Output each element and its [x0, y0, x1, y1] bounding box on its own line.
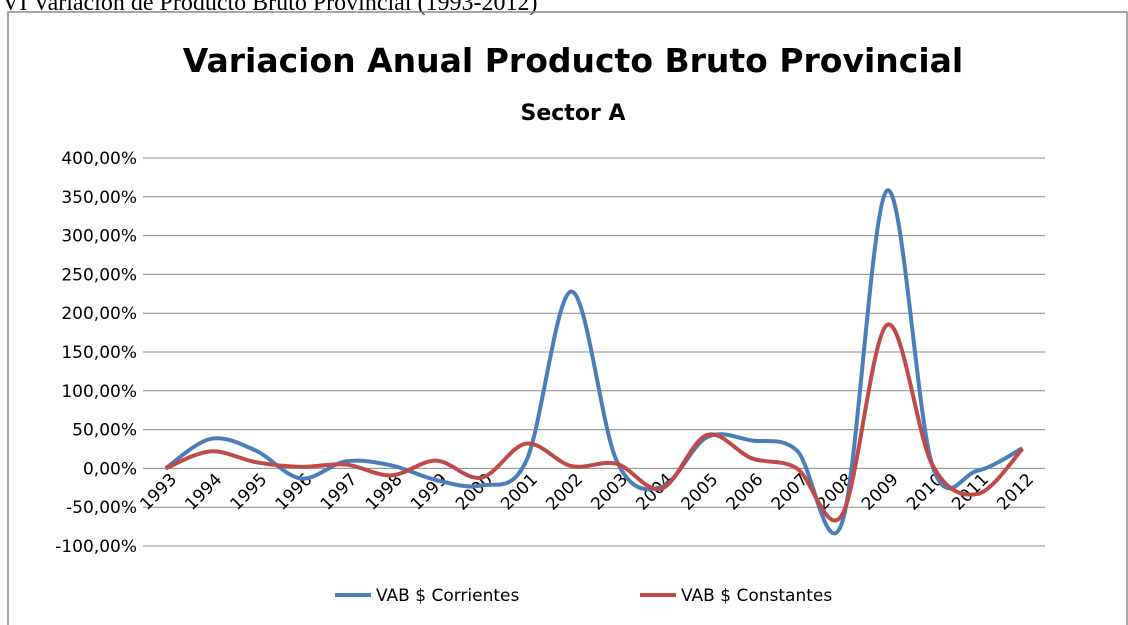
- x-tick-label: 2002: [542, 470, 587, 515]
- y-tick-label: 400,00%: [61, 149, 137, 169]
- y-tick-label: 300,00%: [61, 227, 137, 247]
- caption: VI Variacion de Producto Bruto Provincia…: [2, 0, 537, 16]
- chart-border: [7, 11, 1128, 625]
- series-line: [164, 322, 1024, 523]
- y-tick-label: -50,00%: [66, 498, 137, 518]
- x-tick-label: 2001: [497, 470, 542, 515]
- y-tick-label: 100,00%: [61, 382, 137, 402]
- y-tick-label: 50,00%: [72, 421, 137, 441]
- x-tick-label: 1995: [227, 470, 272, 515]
- x-tick-label: 1993: [136, 470, 181, 515]
- x-tick-label: 2009: [858, 470, 903, 515]
- chart-subtitle: Sector A: [521, 101, 626, 126]
- series-line: [164, 188, 1024, 536]
- x-tick-label: 2005: [678, 470, 723, 515]
- x-tick-label: 1994: [181, 470, 226, 515]
- x-tick-label: 2004: [632, 470, 677, 515]
- y-tick-label: 350,00%: [61, 188, 137, 208]
- chart-title: Variacion Anual Producto Bruto Provincia…: [183, 41, 963, 80]
- y-tick-label: -100,00%: [55, 537, 137, 557]
- y-tick-label: 200,00%: [61, 304, 137, 324]
- legend-label: VAB $ Constantes: [681, 586, 832, 606]
- y-tick-label: 150,00%: [61, 343, 137, 363]
- y-tick-label: 0,00%: [83, 459, 137, 479]
- y-tick-label: 250,00%: [61, 265, 137, 285]
- x-tick-label: 2006: [723, 470, 768, 515]
- x-tick-label: 1997: [317, 470, 362, 515]
- legend-label: VAB $ Corrientes: [376, 586, 519, 606]
